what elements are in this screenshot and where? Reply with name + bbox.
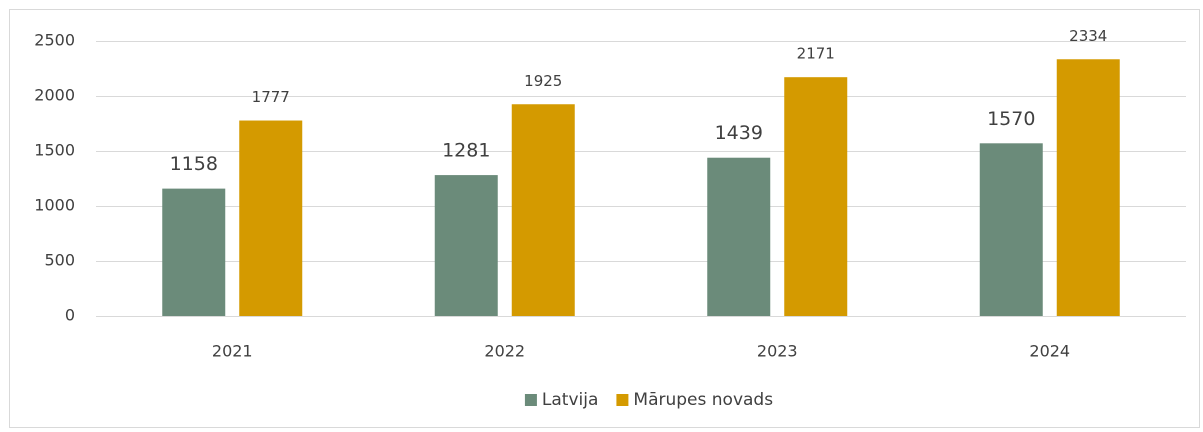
bar (511, 104, 575, 316)
y-tick-label: 2500 (34, 31, 75, 50)
x-tick-label: 2022 (484, 342, 525, 361)
y-tick-label: 2000 (34, 86, 75, 105)
y-tick-label: 0 (65, 306, 75, 325)
x-tick-label: 2021 (212, 342, 253, 361)
bar (239, 120, 303, 316)
data-label: 1925 (524, 72, 562, 90)
x-tick-label: 2023 (757, 342, 798, 361)
data-label: 1570 (987, 108, 1035, 130)
data-label: 1777 (252, 88, 290, 106)
data-label: 2334 (1069, 27, 1107, 45)
y-tick-label: 500 (44, 251, 75, 270)
y-tick-label: 1500 (34, 141, 75, 160)
data-label: 1158 (170, 153, 218, 175)
x-tick-label: 2024 (1029, 342, 1070, 361)
legend-marker (524, 394, 537, 406)
data-label: 1281 (442, 140, 490, 162)
bar (784, 77, 848, 316)
legend-label: Latvija (542, 390, 598, 410)
bar (979, 143, 1043, 316)
data-label: 2171 (797, 45, 835, 63)
bar (1056, 59, 1120, 316)
legend-marker (616, 394, 629, 406)
bar (162, 188, 226, 316)
bar (707, 157, 771, 316)
data-label: 1439 (715, 122, 763, 144)
y-tick-label: 1000 (34, 196, 75, 215)
legend-label: Mārupes novads (633, 390, 773, 410)
bar (434, 175, 498, 316)
